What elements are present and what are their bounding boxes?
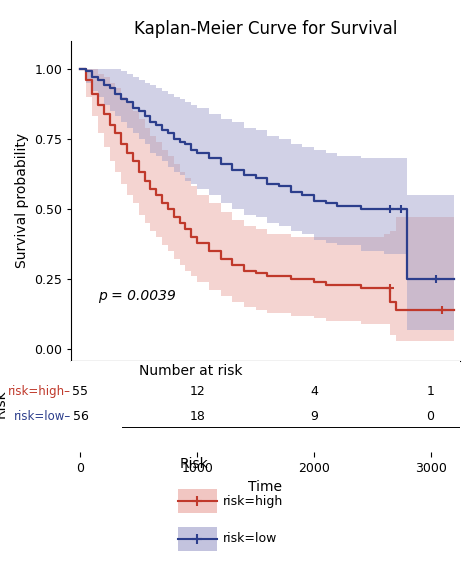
Text: 9: 9 bbox=[310, 410, 318, 423]
X-axis label: Time: Time bbox=[248, 388, 283, 402]
Y-axis label: Survival probability: Survival probability bbox=[15, 133, 28, 268]
Text: Risk: Risk bbox=[180, 457, 209, 471]
Text: p = 0.0039: p = 0.0039 bbox=[98, 289, 176, 303]
Text: Number at risk: Number at risk bbox=[139, 364, 242, 378]
Text: 55: 55 bbox=[73, 385, 89, 398]
Text: 12: 12 bbox=[189, 385, 205, 398]
Title: Kaplan-Meier Curve for Survival: Kaplan-Meier Curve for Survival bbox=[134, 20, 397, 38]
FancyBboxPatch shape bbox=[178, 489, 217, 514]
X-axis label: Time: Time bbox=[248, 480, 283, 494]
Text: Risk: Risk bbox=[0, 390, 8, 418]
Text: 4: 4 bbox=[310, 385, 318, 398]
Text: risk=low–: risk=low– bbox=[14, 410, 71, 423]
Text: 1: 1 bbox=[427, 385, 435, 398]
FancyBboxPatch shape bbox=[178, 526, 217, 551]
Text: risk=high: risk=high bbox=[223, 495, 283, 508]
Text: risk=low: risk=low bbox=[223, 532, 277, 545]
Text: risk=high–: risk=high– bbox=[8, 385, 71, 398]
Text: 18: 18 bbox=[189, 410, 205, 423]
Text: 0: 0 bbox=[427, 410, 435, 423]
Text: 56: 56 bbox=[73, 410, 88, 423]
